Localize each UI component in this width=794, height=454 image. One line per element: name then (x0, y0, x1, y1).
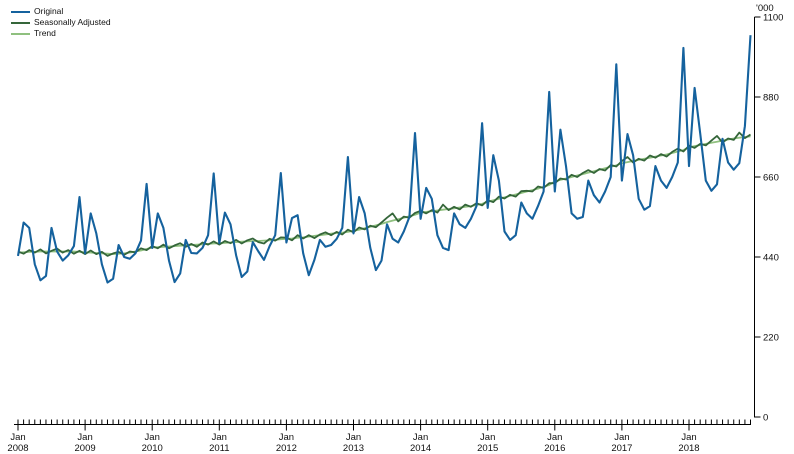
x-tick-label-year: 2016 (544, 443, 565, 454)
x-tick-label-month: Jan (681, 432, 696, 443)
x-tick-label-month: Jan (547, 432, 562, 443)
x-tick-label-year: 2010 (142, 443, 163, 454)
y-tick-label: 0 (763, 413, 768, 424)
x-tick-label-year: 2018 (678, 443, 699, 454)
series-line-trend (17, 135, 751, 256)
x-tick-label-year: 2012 (276, 443, 297, 454)
x-tick-label-month: Jan (413, 432, 428, 443)
x-tick-label-month: Jan (614, 432, 629, 443)
x-tick-label-year: 2014 (410, 443, 431, 454)
x-tick-label-month: Jan (10, 432, 25, 443)
y-axis-unit-label: '000 (756, 3, 774, 14)
legend-item-trend: Trend (11, 28, 111, 39)
y-tick-label: 660 (763, 173, 779, 184)
legend-label: Trend (34, 28, 56, 38)
x-tick-label-month: Jan (346, 432, 361, 443)
seasonally-adjusted-line-swatch (11, 21, 30, 24)
legend-item-original: Original (11, 6, 111, 17)
legend-label: Seasonally Adjusted (34, 17, 111, 27)
series-line-original (16, 35, 752, 284)
y-tick-label: 440 (763, 253, 779, 264)
x-tick-label-year: 2013 (343, 443, 364, 454)
original-line-swatch (11, 10, 30, 13)
x-tick-label-year: 2008 (7, 443, 28, 454)
x-tick-label-month: Jan (77, 432, 92, 443)
legend-item-seasonally-adjusted: Seasonally Adjusted (11, 17, 111, 28)
y-tick-label: 220 (763, 333, 779, 344)
x-tick-label-month: Jan (480, 432, 495, 443)
y-tick-label: 880 (763, 93, 779, 104)
series-line-seasonally-adjusted (17, 131, 751, 257)
x-tick-label-year: 2009 (75, 443, 96, 454)
legend-label: Original (34, 6, 64, 16)
y-tick-label: 1100 (763, 13, 783, 24)
x-tick-label-month: Jan (279, 432, 294, 443)
chart-legend: Original Seasonally Adjusted Trend (11, 6, 111, 39)
x-tick-label-year: 2017 (611, 443, 632, 454)
x-tick-label-month: Jan (212, 432, 227, 443)
x-tick-label-year: 2015 (477, 443, 498, 454)
trend-line-swatch (11, 32, 30, 35)
x-tick-label-year: 2011 (209, 443, 229, 454)
x-tick-label-month: Jan (145, 432, 160, 443)
